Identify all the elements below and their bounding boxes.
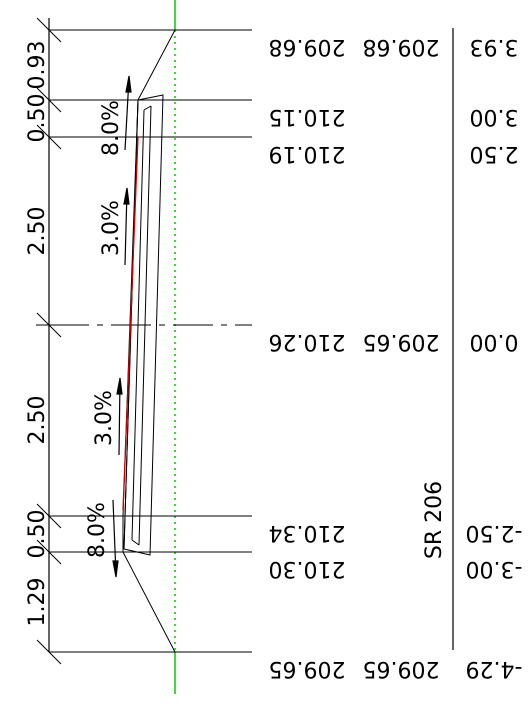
elevations-column-a: 209.68 210.15 210.19 210.26 210.34 210.3… bbox=[269, 34, 346, 681]
offset-2: 2.50 bbox=[470, 141, 519, 166]
elev-a-3: 210.26 bbox=[269, 329, 346, 354]
elev-b-0: 209.68 bbox=[363, 34, 440, 59]
offset-5: -3.00 bbox=[466, 556, 523, 581]
offset-4: -2.50 bbox=[466, 520, 523, 545]
slope-label-3: 8.0% bbox=[85, 502, 110, 558]
elev-a-0: 209.68 bbox=[269, 34, 346, 59]
offset-1: 3.00 bbox=[470, 104, 519, 129]
slope-label-0: 8.0% bbox=[99, 100, 124, 156]
dim-label-0: 0.93 bbox=[25, 41, 50, 90]
elev-b-1: 209.65 bbox=[363, 329, 440, 354]
pavement-section bbox=[122, 29, 176, 653]
elev-a-5: 210.30 bbox=[269, 556, 346, 581]
left-axis-ticks bbox=[36, 17, 62, 665]
slope-label-1: 3.0% bbox=[99, 200, 124, 256]
slope-labels: 8.0% 3.0% 3.0% 8.0% bbox=[85, 100, 124, 558]
offsets-column: 3.93 3.00 2.50 0.00 -2.50 -3.00 -4.29 bbox=[466, 34, 523, 681]
slope-label-2: 3.0% bbox=[92, 390, 117, 446]
offset-0: 3.93 bbox=[470, 34, 519, 59]
dim-label-2: 2.50 bbox=[25, 207, 50, 256]
elev-a-2: 210.19 bbox=[269, 141, 346, 166]
left-dimensions: 0.93 0.50 2.50 2.50 0.50 1.29 bbox=[25, 41, 50, 627]
elev-a-4: 210.34 bbox=[269, 520, 346, 545]
dim-label-1: 0.50 bbox=[25, 94, 50, 143]
profile-grade-line bbox=[122, 136, 139, 511]
dim-label-5: 1.29 bbox=[25, 578, 50, 627]
offset-6: -4.29 bbox=[466, 656, 523, 681]
dim-label-4: 0.50 bbox=[25, 510, 50, 559]
elev-a-1: 210.15 bbox=[269, 104, 346, 129]
elevations-column-b: 209.68 209.65 209.65 bbox=[363, 34, 440, 681]
elev-b-2: 209.65 bbox=[363, 656, 440, 681]
dim-label-3: 2.50 bbox=[25, 396, 50, 445]
elev-a-6: 209.65 bbox=[269, 656, 346, 681]
slope-arrows bbox=[112, 75, 132, 578]
offset-3: 0.00 bbox=[470, 329, 519, 354]
road-label: SR 206 bbox=[422, 481, 447, 559]
